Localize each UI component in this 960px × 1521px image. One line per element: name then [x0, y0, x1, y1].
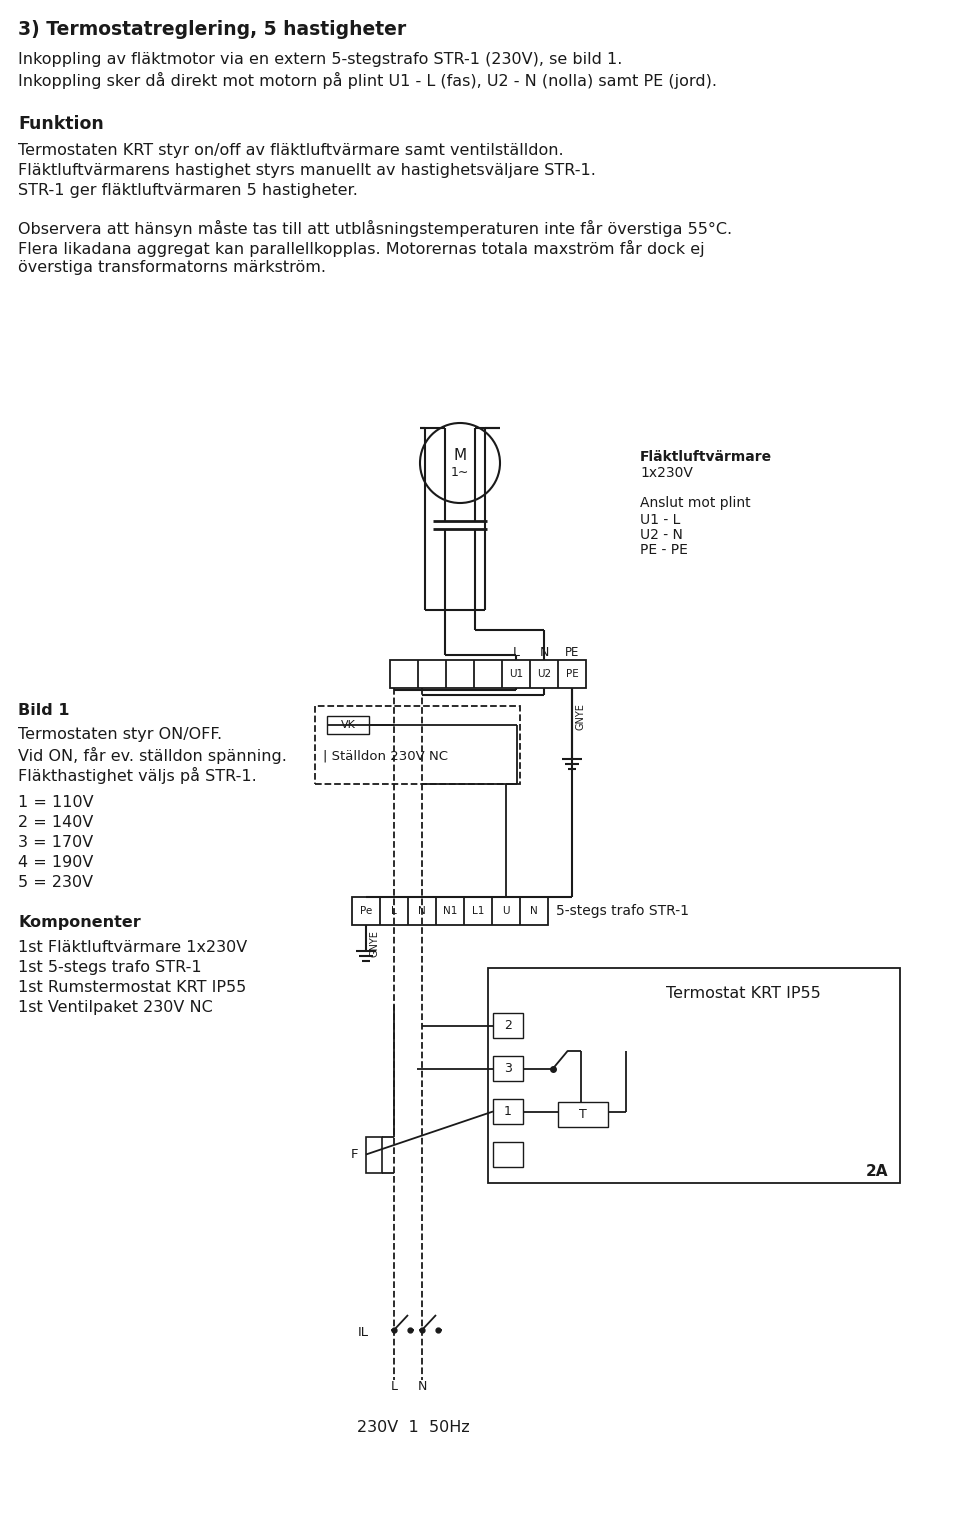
- Text: U: U: [502, 907, 510, 916]
- Text: PE: PE: [564, 645, 579, 659]
- Text: överstiga transformatorns märkström.: överstiga transformatorns märkström.: [18, 260, 326, 275]
- Bar: [488, 967, 900, 1183]
- Text: Inkoppling av fläktmotor via en extern 5-stegstrafo STR-1 (230V), se bild 1.: Inkoppling av fläktmotor via en extern 5…: [18, 52, 622, 67]
- Text: 1 = 110V: 1 = 110V: [18, 795, 94, 811]
- Bar: [366, 1136, 382, 1173]
- Text: F: F: [350, 1148, 358, 1161]
- Text: 1st 5-stegs trafo STR-1: 1st 5-stegs trafo STR-1: [18, 960, 202, 975]
- Bar: [493, 1013, 523, 1037]
- Text: STR-1 ger fläktluftvärmaren 5 hastigheter.: STR-1 ger fläktluftvärmaren 5 hastighete…: [18, 183, 358, 198]
- Text: PE: PE: [565, 669, 578, 678]
- Text: Flera likadana aggregat kan parallellkopplas. Motorernas totala maxström får doc: Flera likadana aggregat kan parallellkop…: [18, 240, 705, 257]
- Text: Inkoppling sker då direkt mot motorn på plint U1 - L (fas), U2 - N (nolla) samt : Inkoppling sker då direkt mot motorn på …: [18, 71, 717, 90]
- Text: Fläktluftvärmare: Fläktluftvärmare: [640, 450, 772, 464]
- Text: Termostaten KRT styr on/off av fläktluftvärmare samt ventilställdon.: Termostaten KRT styr on/off av fläktluft…: [18, 143, 564, 158]
- Bar: [493, 1100, 523, 1124]
- Text: Komponenter: Komponenter: [18, 916, 141, 929]
- Text: GNYE: GNYE: [576, 703, 586, 730]
- Text: N: N: [418, 1380, 426, 1393]
- Text: N: N: [419, 907, 426, 916]
- Text: 4 = 190V: 4 = 190V: [18, 855, 93, 870]
- Text: Bild 1: Bild 1: [18, 703, 69, 718]
- Text: 2: 2: [504, 1019, 512, 1033]
- Bar: [327, 716, 369, 735]
- Text: 3) Termostatreglering, 5 hastigheter: 3) Termostatreglering, 5 hastigheter: [18, 20, 406, 40]
- Text: | Ställdon 230V NC: | Ställdon 230V NC: [323, 750, 448, 762]
- Text: 1st Rumstermostat KRT IP55: 1st Rumstermostat KRT IP55: [18, 980, 247, 995]
- Text: Anslut mot plint: Anslut mot plint: [640, 496, 751, 510]
- Text: 1x230V: 1x230V: [640, 465, 693, 481]
- Text: 2 = 140V: 2 = 140V: [18, 815, 93, 830]
- Text: 1st Fläktluftvärmare 1x230V: 1st Fläktluftvärmare 1x230V: [18, 940, 248, 955]
- Text: N: N: [530, 907, 538, 916]
- Text: T: T: [579, 1107, 587, 1121]
- Text: 3 = 170V: 3 = 170V: [18, 835, 93, 850]
- Text: Termostat KRT IP55: Termostat KRT IP55: [666, 987, 821, 1001]
- Text: L: L: [391, 907, 396, 916]
- Text: 230V  1  50Hz: 230V 1 50Hz: [356, 1421, 469, 1434]
- Text: M: M: [453, 449, 467, 464]
- Text: PE - PE: PE - PE: [640, 543, 688, 557]
- Text: L: L: [513, 645, 519, 659]
- Bar: [493, 1142, 523, 1167]
- Text: Funktion: Funktion: [18, 116, 104, 132]
- Text: L1: L1: [471, 907, 484, 916]
- Text: Fläktluftvärmarens hastighet styrs manuellt av hastighetsväljare STR-1.: Fläktluftvärmarens hastighet styrs manue…: [18, 163, 596, 178]
- Text: N1: N1: [443, 907, 457, 916]
- Text: Observera att hänsyn måste tas till att utblåsningstemperaturen inte får översti: Observera att hänsyn måste tas till att …: [18, 221, 732, 237]
- Text: U1 - L: U1 - L: [640, 513, 681, 526]
- Text: N: N: [540, 645, 549, 659]
- Bar: [315, 706, 520, 783]
- Text: L: L: [391, 1380, 397, 1393]
- Bar: [352, 897, 548, 925]
- Text: 3: 3: [504, 1062, 512, 1075]
- Text: U2: U2: [537, 669, 551, 678]
- Text: Pe: Pe: [360, 907, 372, 916]
- Text: GNYE: GNYE: [370, 929, 380, 957]
- Text: VK: VK: [341, 719, 355, 730]
- Bar: [493, 1056, 523, 1081]
- Text: Fläkthastighet väljs på STR-1.: Fläkthastighet väljs på STR-1.: [18, 767, 256, 783]
- Text: 1∼: 1∼: [451, 467, 469, 479]
- Text: Termostaten styr ON/OFF.: Termostaten styr ON/OFF.: [18, 727, 222, 742]
- Bar: [390, 660, 586, 687]
- Bar: [558, 1103, 608, 1127]
- Text: 5 = 230V: 5 = 230V: [18, 875, 93, 890]
- Text: 5-stegs trafo STR-1: 5-stegs trafo STR-1: [556, 903, 689, 919]
- Text: IL: IL: [358, 1326, 369, 1340]
- Text: 1st Ventilpaket 230V NC: 1st Ventilpaket 230V NC: [18, 999, 213, 1015]
- Text: U2 - N: U2 - N: [640, 528, 683, 541]
- Text: U1: U1: [509, 669, 523, 678]
- Text: 2A: 2A: [866, 1164, 888, 1179]
- Text: Vid ON, får ev. ställdon spänning.: Vid ON, får ev. ställdon spänning.: [18, 747, 287, 764]
- Text: 1: 1: [504, 1104, 512, 1118]
